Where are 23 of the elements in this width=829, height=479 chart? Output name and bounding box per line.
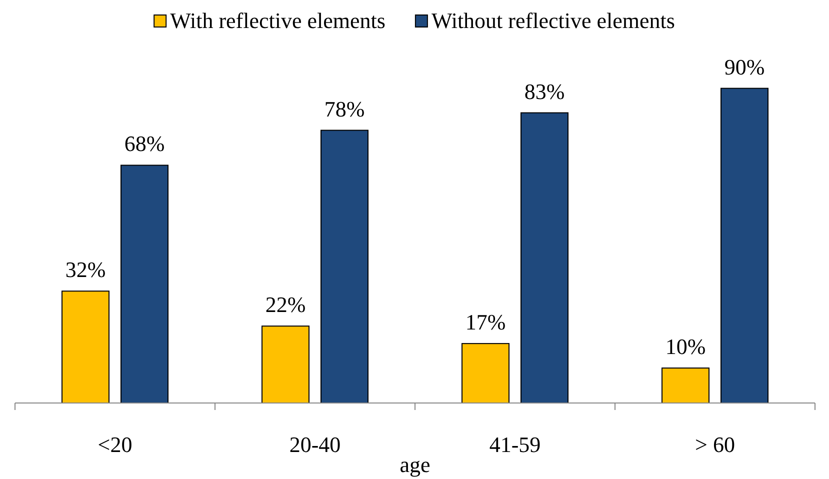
data-label: 22% (265, 292, 306, 318)
bar (120, 164, 168, 404)
bar (320, 130, 368, 404)
legend-label: With reflective elements (170, 8, 386, 33)
data-label: 10% (665, 334, 706, 360)
data-label: 90% (724, 54, 765, 80)
x-tick-label: 20-40 (289, 432, 341, 457)
data-label: 32% (65, 257, 106, 282)
bar (720, 88, 768, 404)
bar (262, 326, 310, 404)
data-label: 17% (465, 310, 506, 335)
bar (462, 343, 510, 404)
bar (662, 368, 710, 404)
x-tick-label: 41-59 (489, 432, 541, 457)
x-tick-label: > 60 (695, 432, 735, 457)
bar (62, 290, 110, 404)
data-label: 78% (324, 96, 365, 122)
x-tick-label: <20 (98, 432, 132, 457)
legend-label: Without reflective elements (431, 8, 675, 33)
data-label: 68% (124, 131, 165, 156)
x-axis-title: age (400, 452, 430, 477)
bar (520, 112, 568, 404)
data-label: 83% (524, 78, 565, 104)
